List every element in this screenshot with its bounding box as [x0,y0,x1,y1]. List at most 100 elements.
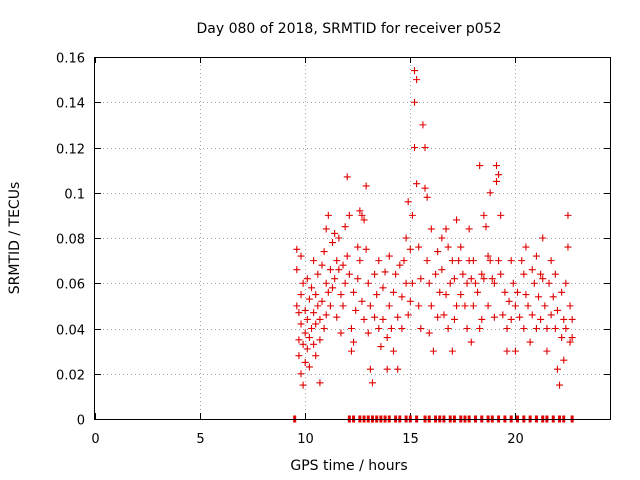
data-point [331,275,339,283]
data-point [387,325,395,332]
data-point [385,302,393,310]
data-point [421,184,429,192]
data-point [520,325,528,332]
data-point [532,252,540,260]
data-point [461,302,469,310]
data-point [299,381,307,389]
data-point [434,248,442,256]
data-point [528,311,536,319]
data-point [551,325,559,332]
data-point [389,347,397,355]
data-point [411,98,419,106]
data-point [310,257,318,265]
data-point [501,288,509,296]
data-point [520,270,528,278]
y-tick-label: 0.1 [64,188,85,203]
data-point [476,325,484,332]
data-point [446,279,454,287]
data-point [497,270,505,278]
x-tick-label: 20 [507,432,524,447]
data-point [362,182,370,190]
data-point [518,257,526,265]
data-point [362,245,370,253]
data-point [417,275,425,283]
data-point [471,279,479,287]
data-point [486,257,494,265]
data-point [425,279,433,287]
data-point [566,338,574,346]
data-point [514,288,522,296]
data-point [299,279,307,287]
data-point [417,325,425,332]
data-point [411,67,419,75]
data-point [415,243,423,251]
data-point [440,311,448,319]
data-point [490,313,498,321]
x-axis-title: GPS time / hours [290,458,407,474]
data-point [434,313,442,321]
data-point [535,293,543,301]
data-point [480,275,488,283]
data-point [404,198,412,206]
data-point [310,309,318,317]
data-point [347,325,355,332]
data-point [438,234,446,242]
data-point [385,252,393,260]
y-tick-label: 0.04 [56,324,85,339]
data-point [303,275,311,283]
data-point [350,288,358,296]
x-tick-label: 10 [297,432,314,447]
data-point [326,266,334,274]
data-point [562,279,570,287]
data-point [453,216,461,224]
y-tick-label: 0.02 [56,369,85,384]
data-point [295,352,303,360]
data-point [303,315,311,323]
data-point [379,284,387,292]
data-point [537,315,545,323]
data-point [375,325,383,332]
data-point [316,336,324,344]
data-point [343,252,351,260]
data-points [293,67,576,423]
data-point [438,266,446,274]
data-point [564,243,572,251]
data-point [408,279,416,287]
y-tick-label: 0.08 [56,233,85,248]
data-point [465,225,473,233]
data-point [354,275,362,283]
data-point [503,347,511,355]
data-point [326,302,334,310]
data-point [543,347,551,355]
data-point [345,270,353,278]
data-point [492,177,500,185]
data-point [379,315,387,323]
data-point [305,295,313,303]
data-point [322,311,330,319]
data-point [297,252,305,260]
data-point [484,302,492,310]
data-point [404,311,412,319]
data-point [329,284,337,292]
data-point [314,302,322,310]
data-point [497,211,505,219]
data-point [356,257,364,265]
plot-frame [94,57,611,420]
data-point [413,76,421,84]
data-point [547,311,555,319]
data-point [553,365,561,373]
data-point [419,121,427,129]
data-point [366,365,374,373]
data-point [558,334,566,342]
data-point [455,257,463,265]
data-point [478,270,486,278]
data-point [558,288,566,296]
data-point [295,309,303,317]
data-point [301,358,309,366]
data-point [539,275,547,283]
data-point [392,270,400,278]
data-point [350,338,358,346]
data-point [511,302,519,310]
data-point [333,257,341,265]
